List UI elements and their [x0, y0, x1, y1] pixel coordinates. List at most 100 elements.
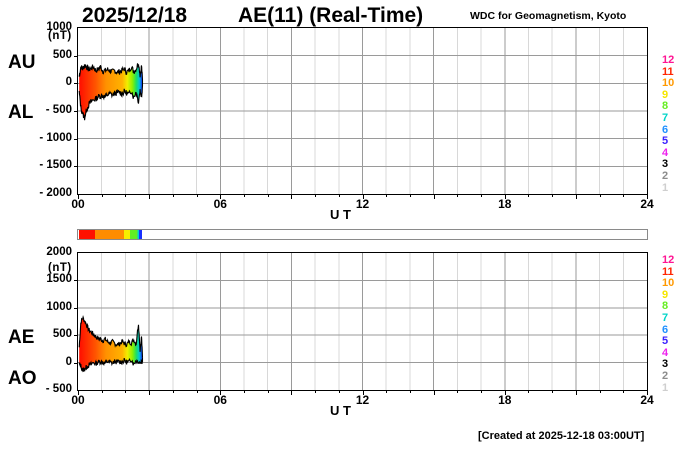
page-title: AE(11) (Real-Time) [238, 4, 424, 27]
bottom-xtick-mark [78, 390, 79, 395]
bottom-ytick-5: - 500 [45, 383, 72, 395]
top-xtick-2: 12 [355, 197, 370, 211]
top-ytick-3: - 500 [45, 104, 72, 116]
top-xtick-mark [220, 194, 222, 199]
top-ytick-5: - 1500 [39, 159, 72, 172]
bottom-xtick-2: 12 [355, 393, 370, 407]
top-ytick-mark [74, 166, 78, 168]
top-xtick-mark [457, 194, 459, 197]
bottom-ytick-3: 500 [52, 328, 72, 341]
bottom-legend-item-11: 11 [662, 265, 674, 278]
bottom-legend-item-12: 12 [662, 254, 675, 266]
bottom-legend-item-2: 2 [662, 370, 669, 382]
bottom-xtick-mark [172, 390, 174, 393]
bottom-legend-item-1: 1 [662, 381, 669, 394]
bottom-xtick-mark [338, 390, 340, 393]
top-xtick-mark [409, 194, 411, 197]
top-xtick-mark [504, 194, 506, 199]
top-xtick-mark [386, 194, 388, 197]
top-xtick-mark [267, 194, 269, 197]
bottom-xtick-mark [291, 390, 293, 395]
bottom-xtick-mark [267, 390, 269, 393]
au-al-plot [77, 27, 648, 195]
bottom-xtick-mark [528, 390, 530, 393]
page-date: 2025/12/18 [82, 4, 188, 27]
bottom-ytick-1: 1500 [46, 273, 72, 286]
top-ytick-6: - 2000 [39, 187, 72, 199]
top-xtick-3: 18 [498, 197, 512, 211]
top-xtick-mark [78, 194, 79, 199]
bottom-xtick-mark [457, 390, 459, 393]
top-xtick-mark [291, 194, 293, 199]
top-legend-item-7: 7 [662, 112, 669, 124]
bottom-xtick-mark [220, 390, 222, 395]
ao-axis-label: AO [8, 368, 37, 389]
top-xtick-mark [575, 194, 577, 199]
credit-label: WDC for Geomagnetism, Kyoto [470, 10, 627, 22]
top-xtick-mark [149, 194, 151, 199]
bottom-xtick-mark [481, 390, 483, 393]
top-xtick-mark [172, 194, 174, 197]
bottom-xtick-mark [433, 390, 435, 395]
top-ytick-mark [74, 111, 78, 112]
top-ytick-0: 1000 [46, 21, 72, 33]
bottom-xtick-1: 06 [213, 393, 227, 407]
top-legend-item-9: 9 [662, 88, 669, 101]
bottom-ytick-2: 1000 [46, 300, 72, 313]
bottom-xtick-mark [623, 390, 625, 393]
bottom-legend-item-6: 6 [662, 323, 669, 336]
top-xtick-mark [481, 194, 483, 197]
bottom-legend-item-8: 8 [662, 300, 669, 313]
top-xtick-mark [362, 194, 364, 199]
top-legend-item-3: 3 [662, 158, 669, 171]
bottom-xtick-mark [386, 390, 388, 393]
bottom-xtick-mark [647, 390, 648, 395]
top-legend-item-10: 10 [662, 77, 675, 90]
au-al-canvas [78, 28, 647, 194]
top-ytick-4: - 1000 [39, 131, 72, 144]
ae-ao-plot [77, 252, 648, 391]
top-xtick-mark [196, 194, 198, 197]
top-xtick-mark [599, 194, 601, 197]
top-xaxis-title: U T [330, 207, 351, 222]
bottom-ytick-4: 0 [65, 355, 72, 368]
ae-ao-canvas [78, 253, 647, 390]
top-xtick-mark [338, 194, 340, 197]
top-legend-item-8: 8 [662, 100, 669, 113]
top-legend-item-6: 6 [662, 123, 669, 136]
bottom-ytick-mark [74, 307, 78, 309]
bottom-xtick-mark [575, 390, 577, 395]
top-xtick-mark [243, 194, 245, 197]
bottom-xtick-mark [196, 390, 198, 393]
top-legend-item-1: 1 [662, 181, 669, 194]
bottom-ytick-mark [74, 280, 78, 282]
top-xtick-1: 06 [213, 197, 227, 211]
data-availability-bar [77, 229, 648, 240]
top-legend-item-11: 11 [662, 65, 674, 78]
bottom-ytick-0: 2000 [46, 246, 72, 258]
top-xtick-0: 00 [71, 197, 85, 211]
top-xtick-mark [623, 194, 625, 197]
bottom-xtick-4: 24 [640, 393, 654, 407]
top-ytick-mark [74, 83, 78, 85]
top-ytick-mark [74, 138, 78, 140]
bottom-unit-label: (nT) [48, 262, 72, 274]
bottom-xtick-mark [599, 390, 601, 393]
top-legend-item-12: 12 [662, 54, 675, 66]
top-xtick-mark [647, 194, 648, 199]
top-legend-item-5: 5 [662, 135, 669, 148]
top-xtick-mark [315, 194, 317, 197]
bottom-xtick-mark [409, 390, 411, 393]
top-xtick-mark [528, 194, 530, 197]
bottom-legend-item-3: 3 [662, 358, 669, 371]
availability-canvas [79, 230, 143, 239]
bottom-xtick-mark [362, 390, 364, 395]
bottom-xtick-mark [243, 390, 245, 393]
bottom-xtick-mark [125, 390, 127, 393]
bottom-xtick-mark [315, 390, 317, 393]
au-axis-label: AU [8, 52, 36, 73]
top-xtick-mark [125, 194, 127, 197]
bottom-xaxis-title: U T [330, 403, 351, 418]
top-legend-item-2: 2 [662, 170, 669, 182]
bottom-xtick-3: 18 [498, 393, 512, 407]
